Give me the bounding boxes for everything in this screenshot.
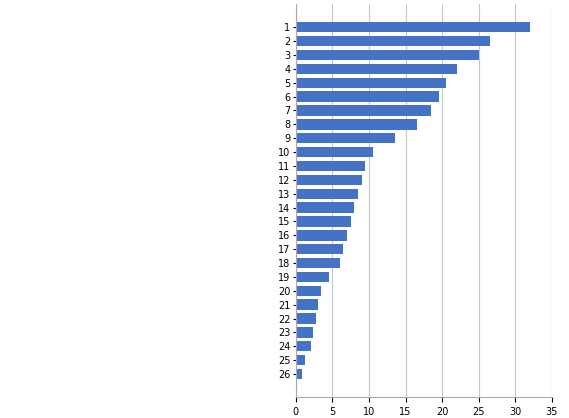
Bar [296,92,439,102]
Bar [296,175,362,185]
Bar [296,216,351,227]
Bar [296,105,431,116]
Bar [296,147,373,157]
Bar [296,161,365,171]
Bar [296,202,354,213]
Bar [296,258,340,268]
Bar [296,119,417,130]
Bar [296,189,358,199]
Bar [296,22,530,33]
Bar [296,314,316,324]
Bar [296,369,303,379]
Bar [296,285,321,296]
Bar [296,77,446,88]
Bar [296,355,306,365]
Bar [296,230,347,240]
Bar [296,64,457,74]
Bar [296,327,313,338]
Bar [296,299,318,310]
Bar [296,133,395,143]
Bar [296,36,490,46]
Bar [296,244,344,255]
Bar [296,272,329,282]
Bar [296,50,479,60]
Bar [296,341,311,352]
